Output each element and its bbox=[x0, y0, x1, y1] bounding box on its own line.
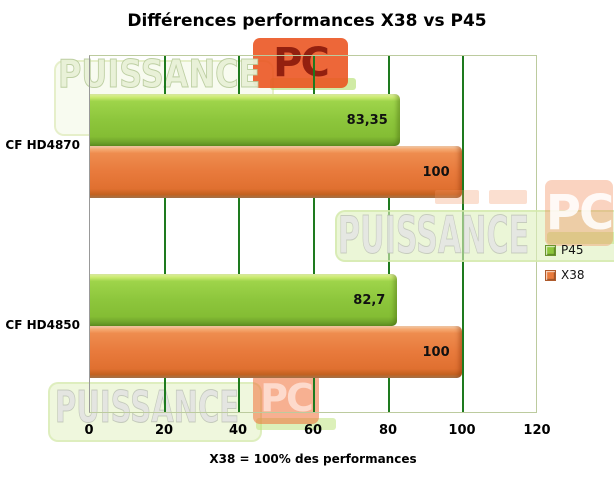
legend: P45 X38 bbox=[545, 243, 585, 294]
bar-x38-cf-hd4870: 100 bbox=[90, 146, 462, 198]
watermark-pc-logo: PC bbox=[545, 180, 614, 246]
value-label: 82,7 bbox=[353, 292, 386, 308]
plot-area: 83,35 100 82,7 100 bbox=[89, 55, 537, 413]
gridline-20 bbox=[164, 56, 166, 412]
x-axis-caption: X38 = 100% des performances bbox=[209, 452, 417, 466]
gridline-40 bbox=[238, 56, 240, 412]
watermark-underline bbox=[256, 418, 336, 430]
value-label: 83,35 bbox=[346, 112, 388, 128]
legend-label-x38: X38 bbox=[561, 268, 585, 282]
legend-item-x38: X38 bbox=[545, 268, 585, 282]
category-label-cf-hd4850: CF HD4850 bbox=[5, 318, 80, 332]
x-tick-label-80: 80 bbox=[378, 423, 398, 438]
bar-p45-cf-hd4850: 82,7 bbox=[90, 274, 398, 326]
x-tick-label-0: 0 bbox=[84, 423, 94, 438]
legend-swatch-p45 bbox=[545, 244, 556, 256]
x-tick-label-100: 100 bbox=[448, 423, 476, 438]
chart-title: Différences performances X38 vs P45 bbox=[127, 11, 487, 31]
value-label: 100 bbox=[422, 344, 450, 360]
legend-item-p45: P45 bbox=[545, 243, 585, 257]
bar-p45-cf-hd4870: 83,35 bbox=[90, 94, 400, 146]
category-label-cf-hd4870: CF HD4870 bbox=[5, 138, 80, 152]
x-tick-label-20: 20 bbox=[154, 423, 174, 438]
x-tick-label-60: 60 bbox=[303, 423, 323, 438]
gridline-60 bbox=[313, 56, 315, 412]
x-tick-label-40: 40 bbox=[228, 423, 248, 438]
legend-swatch-x38 bbox=[545, 269, 556, 281]
value-label: 100 bbox=[422, 164, 450, 180]
legend-label-p45: P45 bbox=[561, 243, 584, 257]
x-tick-label-120: 120 bbox=[523, 423, 551, 438]
gridline-100 bbox=[462, 56, 464, 412]
bar-x38-cf-hd4850: 100 bbox=[90, 326, 462, 378]
